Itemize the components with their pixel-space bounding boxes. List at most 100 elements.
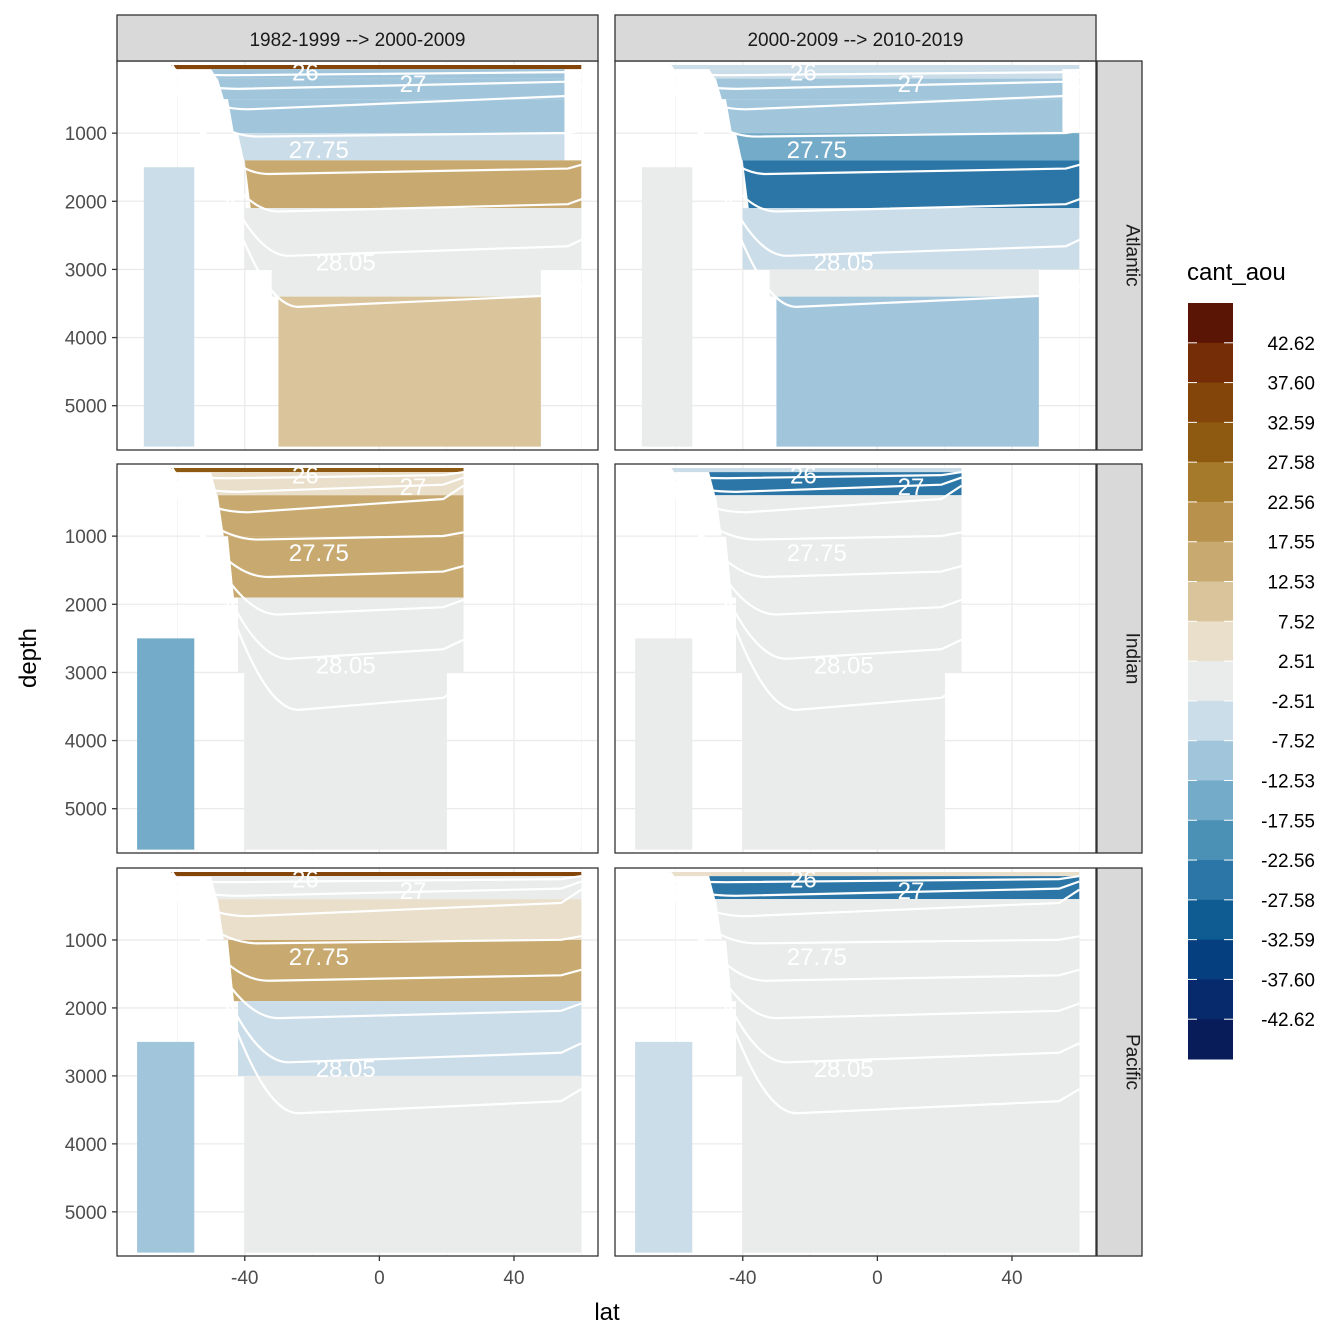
isopycnal-line (664, 467, 962, 660)
contour-fill-band (668, 872, 1080, 877)
isopycnal-line (644, 467, 963, 514)
legend-swatch (1188, 303, 1233, 344)
isopycnal-line (659, 64, 1087, 213)
legend-label: 2.51 (1278, 652, 1315, 673)
contour-label: 27.75 (289, 540, 349, 567)
legend-label: -32.59 (1261, 931, 1315, 952)
axes: 1000200030004000500010002000300040005000… (65, 124, 1023, 1289)
panel-pacific-1: 26 27 27.75 28.05 (116, 866, 599, 1257)
isopycnal-line (166, 871, 582, 1064)
contour-label: 27.75 (787, 540, 847, 567)
panel-indian-2: 26 27 27.75 28.05 (614, 462, 1097, 854)
contour-fill-band (725, 939, 1080, 1002)
strip-label-2: 2000-2009 --> 2010-2019 (747, 30, 963, 51)
legend-label: 32.59 (1267, 413, 1315, 434)
legend-swatch (1188, 740, 1233, 781)
x-tick-label: 0 (374, 1268, 385, 1289)
contour-fill-band (238, 1001, 582, 1076)
x-axis-title: lat (594, 1299, 620, 1326)
legend-swatch (1188, 820, 1233, 861)
contour-label: 26 (292, 866, 319, 893)
legend-swatch (1188, 661, 1233, 702)
legend-swatch (1188, 422, 1233, 463)
isopycnal-line (659, 871, 1080, 1020)
panel-border (116, 463, 599, 854)
isopycnal-line (664, 871, 1080, 1064)
isopycnal-line (161, 64, 589, 213)
x-tick-label: -40 (231, 1268, 258, 1289)
legend-swatch (1188, 780, 1233, 821)
legend-label: -12.53 (1261, 771, 1315, 792)
row-strip-label-atlantic: Atlantic (1122, 224, 1143, 286)
contour-label: 28.05 (814, 653, 874, 680)
contour-label: 27 (400, 878, 427, 905)
panel-pacific-2: 26 27 27.75 28.05 (614, 866, 1097, 1257)
contour-fill-band (635, 638, 693, 850)
contour-label: 27.75 (787, 944, 847, 971)
isopycnal-line (141, 64, 589, 90)
isopycnal-line (141, 467, 464, 493)
contour-label: 28.05 (316, 250, 376, 277)
legend-swatch (1188, 899, 1233, 941)
contour-fill-band (776, 296, 1039, 447)
strip-1 (116, 14, 599, 62)
contour-fill-band (641, 167, 693, 447)
contour-fill-band (137, 1041, 195, 1253)
contour-fill-band (238, 597, 464, 673)
isopycnal-line (141, 871, 582, 897)
row-strip-pacific (1096, 867, 1143, 1257)
legend: cant_aou 42.62 37.60 32.59 27.58 22.56 17.55 1… (1187, 259, 1315, 1060)
isopycnal-line (171, 467, 465, 712)
legend-label: 22.56 (1267, 493, 1315, 514)
y-tick-label: 2000 (65, 595, 107, 616)
contour-label: 27.75 (289, 944, 349, 971)
contour-fill-band (271, 269, 541, 297)
contour-fill-band (244, 160, 582, 209)
contour-label: 27 (898, 474, 925, 501)
isopycnal-line (156, 871, 582, 982)
legend-swatch (1188, 939, 1233, 980)
row-strip-label-pacific: Pacific (1122, 1034, 1143, 1090)
panel-border (116, 867, 599, 1257)
y-tick-label: 5000 (65, 800, 107, 821)
isopycnal-line (644, 64, 1087, 111)
isopycnal-line (639, 467, 962, 493)
contour-fill-band (715, 899, 1080, 940)
isopycnal-line (146, 64, 589, 111)
panel-border (614, 867, 1097, 1257)
panels-layer: 26 27 27.75 28.05 26 27 27.75 28.05 26 27 27.75 28.… (116, 59, 1097, 1257)
contour-fill-band (742, 160, 1080, 209)
contour-fill-band (137, 638, 195, 850)
isopycnal-line (654, 467, 962, 579)
y-tick-label: 3000 (65, 663, 107, 684)
y-tick-label: 3000 (65, 260, 107, 281)
contour-fill-band (227, 939, 582, 1002)
panel-indian-1: 26 27 27.75 28.05 (116, 462, 599, 854)
contour-label: 28.05 (814, 1056, 874, 1083)
legend-swatch (1188, 581, 1233, 622)
contour-fill-band (736, 1001, 1080, 1076)
y-tick-label: 2000 (65, 192, 107, 213)
contour-fill-band (244, 1075, 582, 1253)
legend-label: -37.60 (1261, 970, 1315, 991)
contour-fill-band (238, 133, 565, 161)
contour-fill-band (742, 672, 945, 850)
legend-swatch (1188, 621, 1233, 662)
contour-fill-band (668, 65, 1080, 70)
row-strip-indian (1096, 463, 1143, 854)
legend-swatch (1188, 342, 1233, 384)
isopycnal-line (151, 467, 464, 541)
contour-label: 26 (790, 866, 817, 893)
x-tick-label: 40 (1001, 1268, 1022, 1289)
y-tick-label: 1000 (65, 124, 107, 145)
contour-fill-band (278, 296, 541, 447)
isopycnal-line (649, 871, 1080, 945)
y-tick-label: 4000 (65, 1135, 107, 1156)
contour-fill-band (635, 1041, 693, 1253)
legend-label: -22.56 (1261, 851, 1315, 872)
contour-label: 26 (790, 59, 817, 86)
legend-label: 42.62 (1267, 334, 1315, 355)
isopycnal-line (156, 467, 464, 579)
contour-fill-band (217, 899, 582, 940)
